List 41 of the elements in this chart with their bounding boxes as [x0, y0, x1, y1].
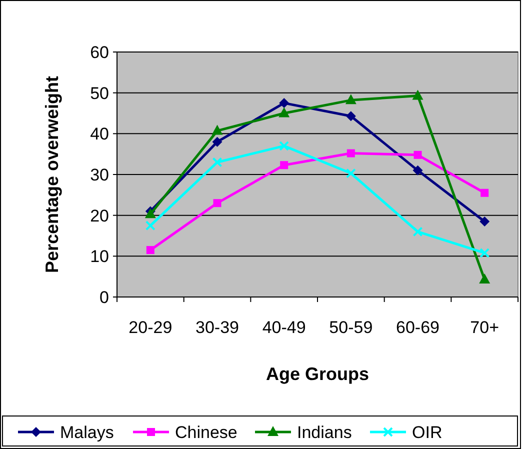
- y-tick-label: 0: [100, 288, 109, 307]
- x-tick-label: 60-69: [396, 318, 440, 337]
- x-tick-label: 20-29: [128, 318, 172, 337]
- y-tick-label: 30: [90, 165, 109, 184]
- y-tick-label: 10: [90, 247, 109, 266]
- x-axis-title: Age Groups: [266, 364, 370, 384]
- point: [145, 220, 156, 231]
- y-tick-label: 20: [90, 206, 109, 226]
- point: [346, 149, 355, 158]
- legend-label: OIR: [412, 422, 442, 442]
- point: [280, 161, 288, 170]
- point: [212, 136, 222, 147]
- point: [212, 124, 223, 135]
- x-tick-label: 40-49: [262, 318, 306, 337]
- point: [346, 111, 356, 122]
- x-tick-label: 30-39: [196, 318, 239, 337]
- point: [346, 168, 356, 178]
- y-tick-label: 50: [90, 84, 109, 103]
- x-tick-label: 70+: [470, 318, 500, 337]
- x-tick-label: 50-59: [329, 318, 373, 337]
- point: [279, 140, 290, 151]
- point: [414, 150, 422, 159]
- point: [480, 188, 489, 197]
- y-tick-label: 60: [90, 42, 109, 62]
- point: [412, 90, 424, 100]
- legend-label: Malays: [60, 422, 114, 442]
- point: [345, 94, 356, 104]
- point: [212, 157, 222, 168]
- point: [480, 248, 490, 258]
- legend-label: Chinese: [175, 422, 238, 442]
- point: [412, 226, 423, 237]
- point: [213, 199, 222, 208]
- y-tick-label: 40: [90, 124, 109, 144]
- point: [412, 165, 423, 176]
- point: [146, 246, 154, 254]
- point: [279, 98, 290, 108]
- y-axis-title: Percentage overweight: [42, 76, 62, 274]
- legend-label: Indians: [297, 422, 352, 442]
- point: [278, 107, 290, 118]
- point: [479, 273, 490, 284]
- point: [480, 216, 490, 226]
